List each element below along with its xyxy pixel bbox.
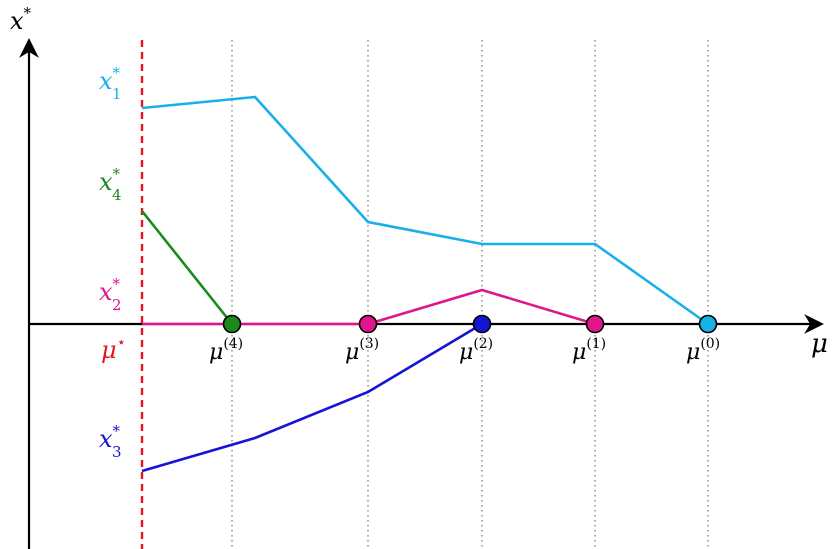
breakpoint-label-0: μ(0) <box>686 336 720 365</box>
breakpoint-label-3: μ(3) <box>345 336 379 365</box>
breakpoint-label-1: μ(1) <box>572 336 606 365</box>
series-label-x2: x* 2 <box>99 275 122 314</box>
marker-mu2 <box>472 314 492 334</box>
marker-mu3 <box>358 314 378 334</box>
y-axis-label: x* <box>10 4 32 35</box>
series-line-x2 <box>142 288 596 326</box>
series-label-x3: x* 3 <box>99 422 122 461</box>
marker-mu1 <box>585 314 605 334</box>
series-label-x4: x* 4 <box>99 165 122 204</box>
x-axis-label: μ <box>811 329 828 359</box>
marker-mu0 <box>698 314 718 334</box>
series-line-x3 <box>141 322 483 473</box>
series-label-x1: x* 1 <box>99 64 122 103</box>
threshold-label: μ⋆ <box>101 333 126 364</box>
series-line-x1 <box>141 95 709 326</box>
breakpoint-label-2: μ(2) <box>459 336 493 365</box>
series-line-x4 <box>140 210 234 325</box>
marker-mu4 <box>222 314 242 334</box>
breakpoint-label-4: μ(4) <box>209 336 243 365</box>
